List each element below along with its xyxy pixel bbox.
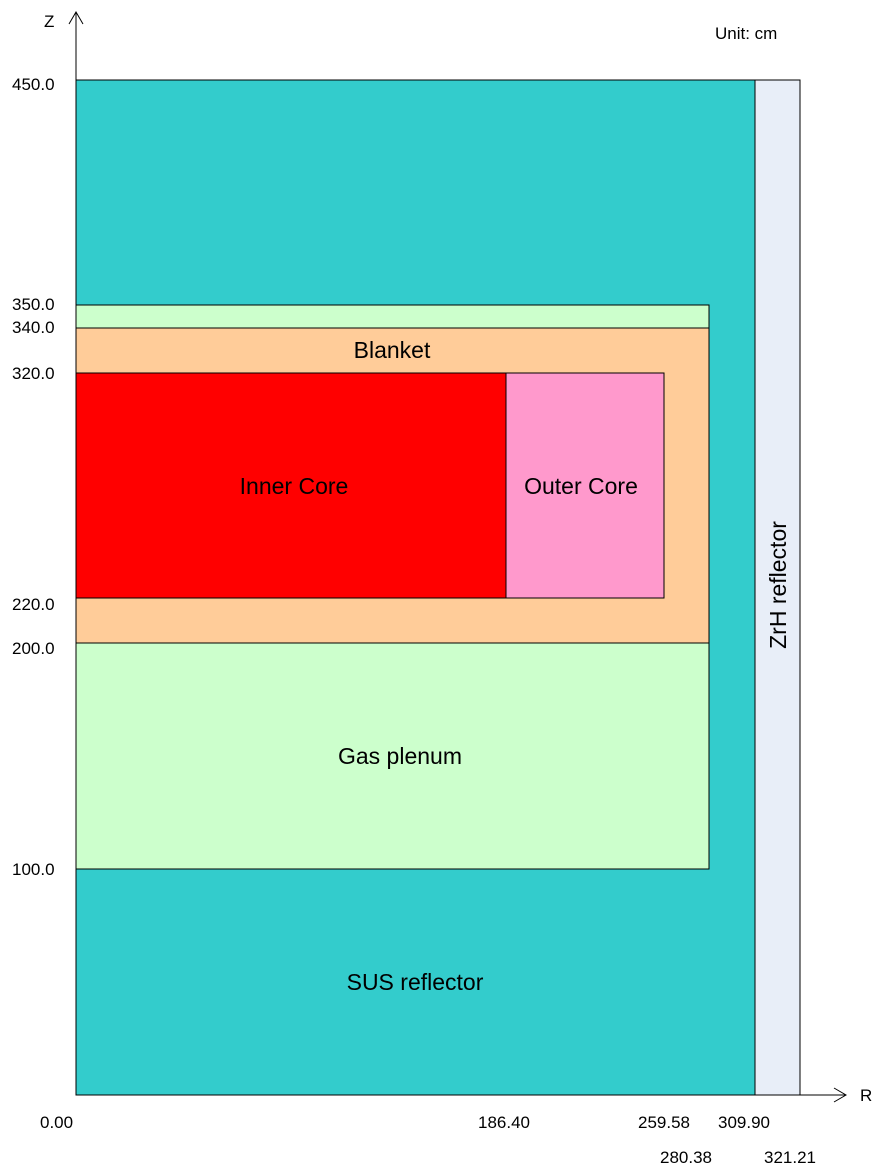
r-tick-label: 321.21: [764, 1148, 816, 1167]
upper-plenum-region: [75, 304, 710, 329]
z-tick-label: 100.0: [12, 860, 55, 879]
z-tick-label: 340.0: [12, 318, 55, 337]
r-axis-label: R: [860, 1086, 872, 1105]
z-tick-label: 220.0: [12, 595, 55, 614]
z-tick-label: 320.0: [12, 364, 55, 383]
outer-core-region: [505, 372, 665, 599]
blanket-label: Blanket: [354, 337, 431, 363]
r-axis-arrow: [833, 1087, 847, 1103]
outer-core-label: Outer Core: [524, 473, 638, 499]
sus-reflector-label: SUS reflector: [347, 969, 484, 995]
inner-core-region: [75, 372, 507, 599]
gas-plenum-region: [75, 642, 710, 870]
zrh-reflector-label: ZrH reflector: [765, 521, 791, 649]
z-tick-label: 350.0: [12, 295, 55, 314]
z-tick-label: 450.0: [12, 75, 55, 94]
z-axis-label: Z: [44, 12, 54, 31]
z-tick-label: 200.0: [12, 639, 55, 658]
z-axis-arrow: [68, 11, 84, 25]
gas-plenum-label: Gas plenum: [338, 743, 462, 769]
r-tick-label: 309.90: [718, 1113, 770, 1132]
unit-label: Unit: cm: [715, 24, 777, 43]
inner-core-label: Inner Core: [240, 473, 349, 499]
r-tick-label: 259.58: [638, 1113, 690, 1132]
r-tick-label: 186.40: [478, 1113, 530, 1132]
r-tick-label: 0.00: [40, 1113, 73, 1132]
r-tick-label: 280.38: [660, 1148, 712, 1167]
zrh-reflector-region: [754, 79, 801, 1096]
